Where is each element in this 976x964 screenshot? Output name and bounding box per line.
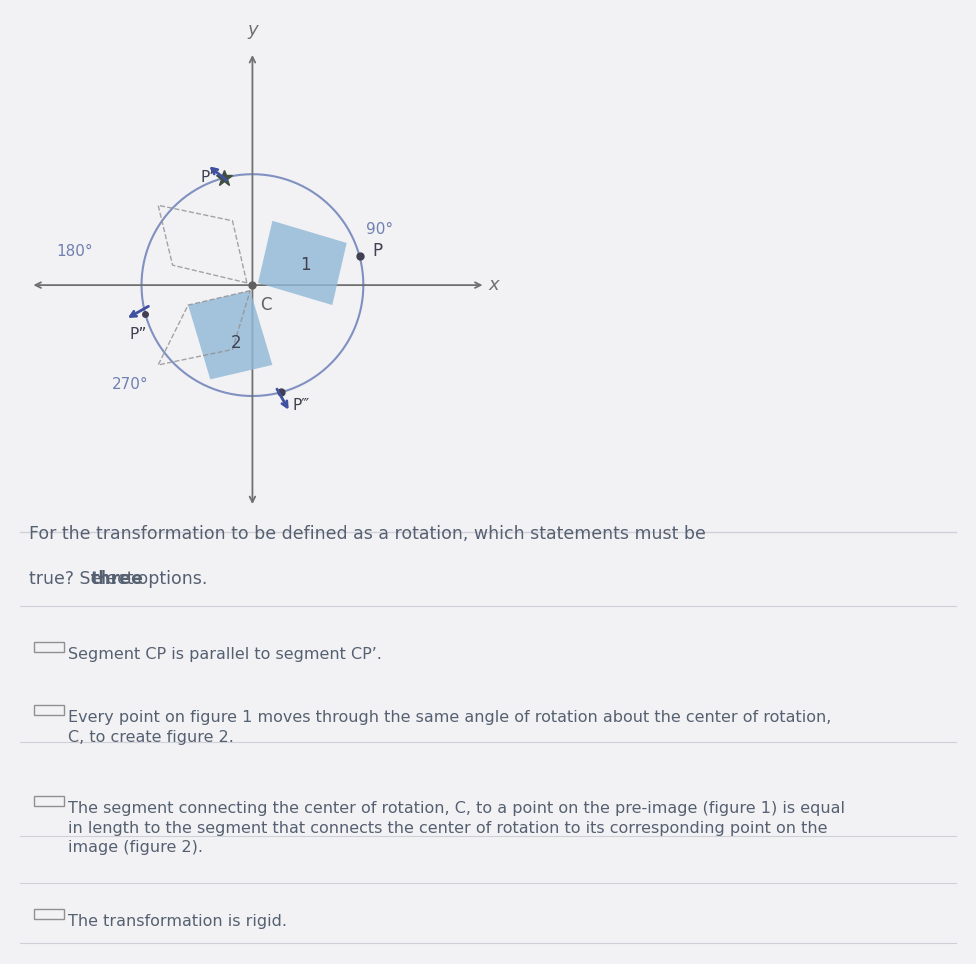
Text: 270°: 270° (112, 378, 148, 392)
Text: P‴: P‴ (292, 398, 309, 413)
Text: C: C (261, 296, 271, 314)
Text: Segment CP is parallel to segment CP’.: Segment CP is parallel to segment CP’. (68, 647, 383, 662)
Text: 90°: 90° (366, 222, 393, 237)
Bar (34, 706, 64, 715)
Text: three: three (91, 570, 143, 588)
Text: P’: P’ (201, 171, 215, 185)
Text: The segment connecting the center of rotation, C, to a point on the pre-image (f: The segment connecting the center of rot… (68, 801, 845, 855)
Bar (34, 796, 64, 806)
Text: options.: options. (132, 570, 207, 588)
Text: y: y (247, 21, 258, 39)
Text: The transformation is rigid.: The transformation is rigid. (68, 914, 287, 929)
Text: true? Select: true? Select (29, 570, 140, 588)
Polygon shape (258, 221, 346, 305)
Text: 180°: 180° (57, 244, 94, 259)
Bar (34, 909, 64, 919)
Text: 1: 1 (301, 256, 311, 274)
Text: For the transformation to be defined as a rotation, which statements must be: For the transformation to be defined as … (29, 524, 707, 543)
Text: x: x (489, 276, 500, 294)
Text: P: P (373, 242, 383, 260)
Text: P”: P” (130, 327, 147, 342)
Polygon shape (188, 291, 272, 380)
Text: 2: 2 (230, 334, 241, 352)
Bar (34, 642, 64, 652)
Text: Every point on figure 1 moves through the same angle of rotation about the cente: Every point on figure 1 moves through th… (68, 710, 832, 745)
